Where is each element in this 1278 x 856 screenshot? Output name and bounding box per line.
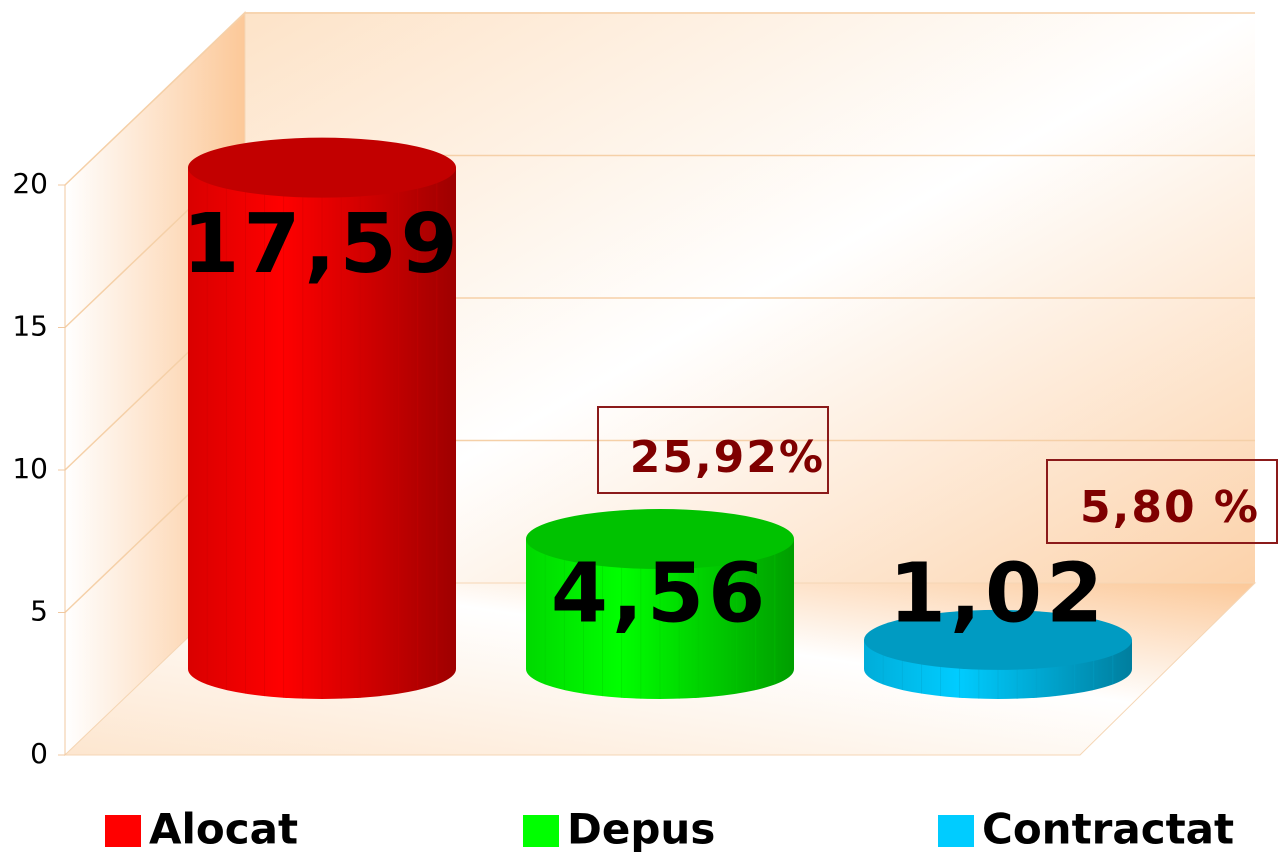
bars: 17,59 4,56 1,02 xyxy=(182,137,1132,699)
value-label: 4,56 xyxy=(551,546,769,641)
y-tick-label: 0 xyxy=(30,737,48,770)
bar-top xyxy=(526,509,794,570)
legend-swatch xyxy=(105,815,141,847)
value-label: 17,59 xyxy=(182,197,461,292)
annotations: 25,92% 5,80 % xyxy=(597,406,1278,544)
annotation-box xyxy=(597,406,829,494)
bar xyxy=(864,609,1132,699)
bar xyxy=(188,137,456,699)
bar xyxy=(526,509,794,699)
bar-top xyxy=(188,137,456,198)
grid-line xyxy=(64,12,246,186)
y-tick-label: 15 xyxy=(12,310,48,343)
legend-swatch xyxy=(938,815,974,847)
legend-label: Depus xyxy=(567,805,715,854)
annotation-box xyxy=(1046,459,1278,544)
bar-top xyxy=(864,609,1132,670)
y-tick-label: 5 xyxy=(30,595,48,628)
legend: Alocat Depus Contractat xyxy=(105,805,1234,854)
value-label: 1,02 xyxy=(889,546,1107,641)
annotation: 5,80 % xyxy=(1080,482,1260,533)
y-tick-label: 10 xyxy=(12,452,48,485)
legend-swatch xyxy=(523,815,559,847)
legend-label: Alocat xyxy=(149,805,298,854)
annotation: 25,92% xyxy=(630,432,825,483)
legend-label: Contractat xyxy=(982,805,1234,854)
y-tick-label: 20 xyxy=(12,167,48,200)
